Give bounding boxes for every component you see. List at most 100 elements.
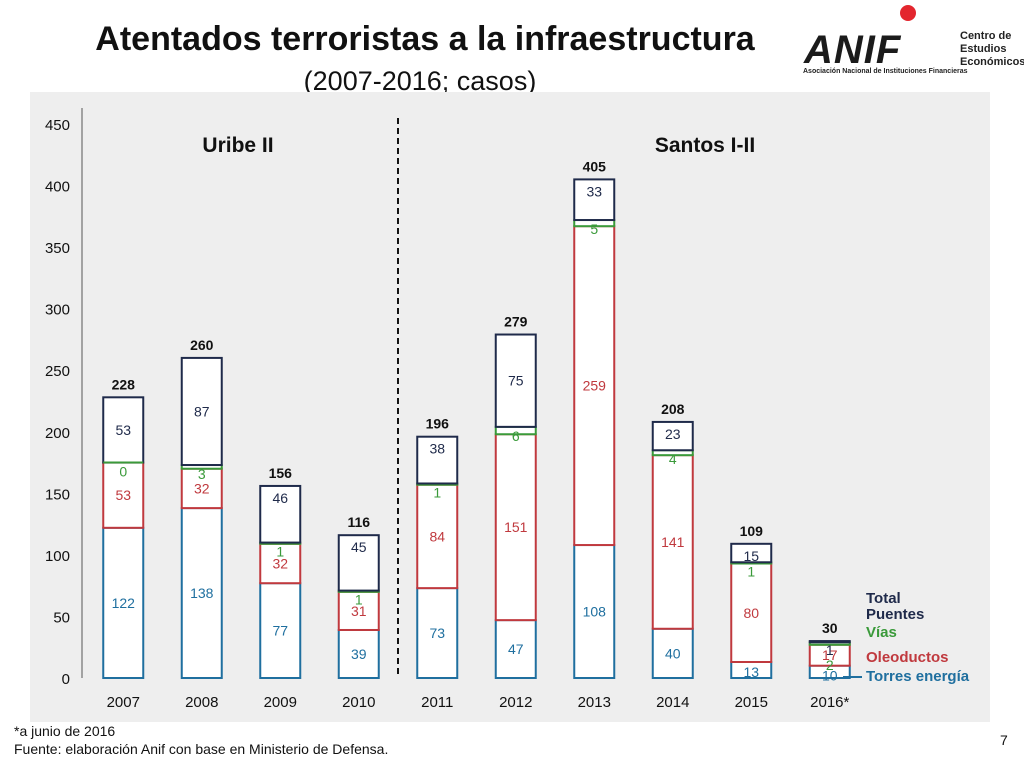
legend-label: Vías — [866, 624, 897, 641]
logo-center-line: Estudios — [960, 43, 1007, 55]
data-label: 3 — [198, 466, 206, 482]
total-label: 30 — [822, 620, 838, 636]
data-label: 32 — [194, 480, 210, 496]
page-number: 7 — [1000, 732, 1008, 748]
bar-segment — [180, 467, 223, 510]
data-label: 0 — [119, 464, 127, 480]
data-label: 32 — [272, 556, 288, 572]
data-label: 108 — [583, 604, 607, 620]
data-label: 46 — [272, 490, 288, 506]
data-label: 141 — [661, 534, 685, 550]
data-label: 31 — [351, 603, 367, 619]
data-label: 38 — [429, 441, 445, 457]
x-tick-label: 2008 — [185, 694, 218, 711]
data-label: 77 — [272, 623, 288, 639]
data-label: 4 — [669, 451, 677, 467]
footnote: *a junio de 2016 Fuente: elaboración Ani… — [14, 722, 388, 758]
y-tick-label: 150 — [45, 486, 70, 503]
x-tick-label: 2007 — [107, 694, 140, 711]
data-label: 2 — [826, 657, 834, 673]
y-tick-label: 450 — [45, 117, 70, 134]
bar-segment — [337, 590, 380, 631]
data-label: 1 — [355, 592, 363, 608]
data-label: 15 — [743, 548, 759, 564]
data-label: 1 — [826, 642, 834, 658]
logo-dot-icon — [900, 5, 916, 21]
data-label: 1 — [747, 563, 755, 579]
data-label: 5 — [590, 221, 598, 237]
data-label: 45 — [351, 539, 367, 555]
bar-segment — [651, 454, 694, 630]
data-label: 53 — [115, 422, 131, 438]
footnote-note: *a junio de 2016 — [14, 723, 116, 739]
legend-label: Oleoductos — [866, 649, 949, 666]
chart-subtitle: (2007-2016; casos) — [303, 66, 537, 96]
total-label: 196 — [426, 416, 450, 432]
logo-tagline: Asociación Nacional de Instituciones Fin… — [803, 68, 968, 75]
bar-segment — [651, 420, 694, 452]
x-tick-label: 2016* — [810, 694, 849, 711]
logo-center-line: Económicos — [960, 56, 1024, 68]
x-tick-label: 2010 — [342, 694, 375, 711]
total-label: 260 — [190, 337, 214, 353]
data-label: 13 — [743, 664, 759, 680]
logo-center-text: Centro de Estudios Económicos — [960, 30, 1024, 69]
legend-label: Torres energía — [866, 668, 970, 685]
x-tick-label: 2013 — [578, 694, 611, 711]
data-label: 87 — [194, 403, 210, 419]
data-label: 47 — [508, 641, 524, 657]
chart-title: Atentados terroristas a la infraestructu… — [95, 20, 755, 58]
bar-segment — [259, 582, 302, 680]
x-tick-label: 2015 — [735, 694, 768, 711]
bar-segment — [730, 562, 773, 663]
period-label: Santos I-II — [655, 134, 755, 157]
data-label: 75 — [508, 373, 524, 389]
data-label: 23 — [665, 426, 681, 442]
footnote-source: Fuente: elaboración Anif con base en Min… — [14, 741, 389, 757]
data-label: 1 — [276, 544, 284, 560]
data-label: 84 — [429, 528, 445, 544]
bar-segment — [416, 435, 459, 485]
y-tick-label: 100 — [45, 548, 70, 565]
bar-segment — [651, 627, 694, 679]
y-tick-label: 50 — [53, 609, 70, 626]
total-label: 208 — [661, 401, 685, 417]
x-tick-label: 2011 — [421, 694, 453, 711]
legend-label: Total — [866, 590, 901, 607]
bar-segment — [180, 507, 223, 679]
total-label: 279 — [504, 314, 528, 330]
logo-center-line: Centro de — [960, 30, 1012, 42]
y-tick-label: 0 — [62, 671, 70, 688]
data-label: 259 — [583, 378, 607, 394]
data-label: 53 — [115, 487, 131, 503]
bar-segment — [416, 587, 459, 680]
y-tick-label: 200 — [45, 425, 70, 442]
x-tick-label: 2012 — [499, 694, 532, 711]
y-tick-label: 400 — [45, 179, 70, 196]
bar-segment — [573, 178, 616, 222]
bar-segment — [730, 542, 773, 564]
data-label: 10 — [822, 668, 838, 684]
y-tick-label: 250 — [45, 363, 70, 380]
data-label: 138 — [190, 585, 214, 601]
total-label: 228 — [112, 376, 136, 392]
bar-segment — [337, 534, 380, 592]
bar-segment — [180, 356, 223, 467]
total-label: 156 — [269, 465, 293, 481]
anif-logo: ANIF Centro de Estudios Económicos Asoci… — [800, 4, 1024, 84]
x-tick-label: 2014 — [656, 694, 689, 711]
logo-name: ANIF — [804, 28, 902, 72]
data-label: 40 — [665, 645, 681, 661]
bar-segment — [259, 484, 302, 544]
data-label: 39 — [351, 646, 367, 662]
data-label: 17 — [822, 647, 838, 663]
data-label: 73 — [429, 625, 445, 641]
legend-label: Puentes — [866, 606, 924, 623]
data-label: 6 — [512, 428, 520, 444]
bar-segment — [494, 333, 537, 428]
data-label: 80 — [743, 605, 759, 621]
y-tick-label: 350 — [45, 240, 70, 257]
bar-segment — [573, 544, 616, 679]
total-label: 109 — [740, 523, 764, 539]
